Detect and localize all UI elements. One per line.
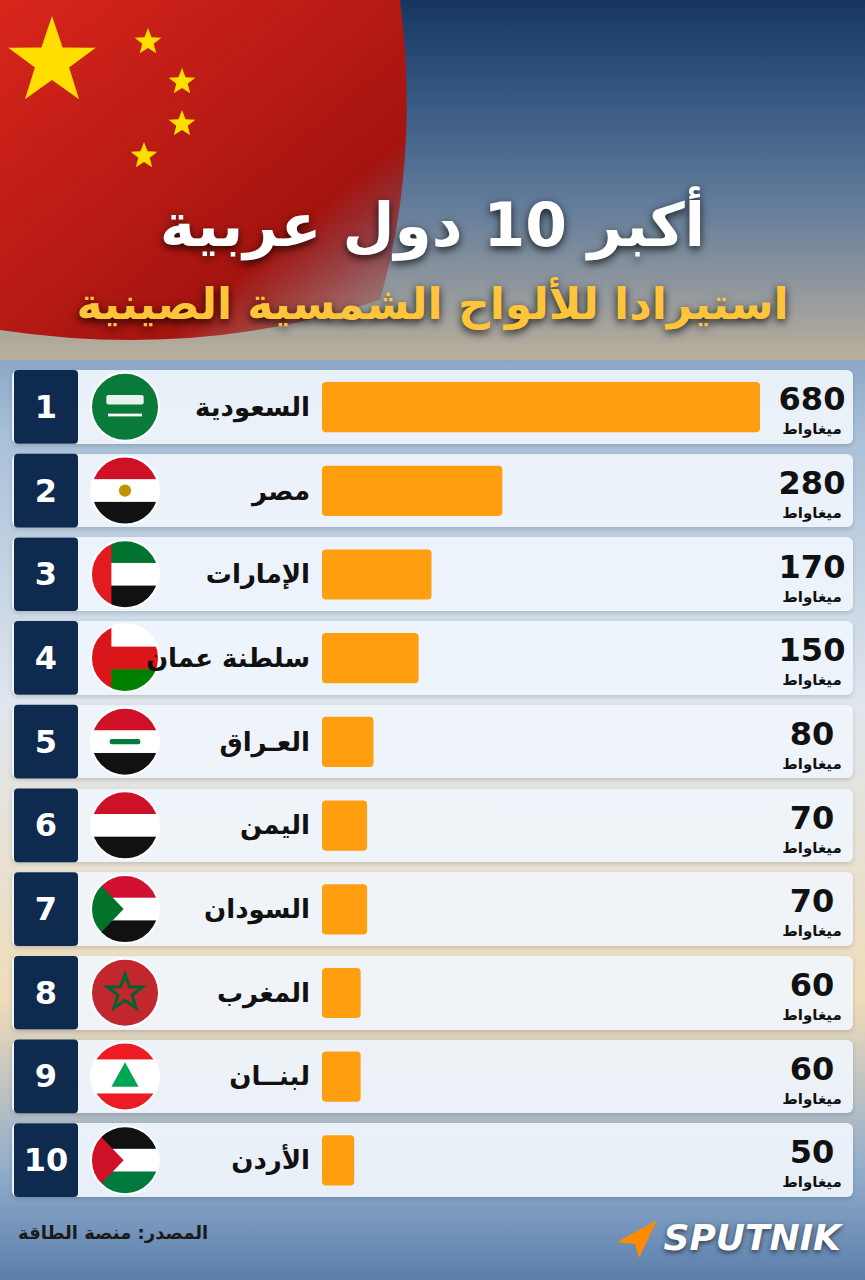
html-text:استيرادا للألواح الشمسية الصين: استيرادا للألواح الشمسية الصينية [76, 278, 789, 329]
svg-text:10: 10 [24, 1141, 69, 1179]
svg-text:ميغاواط: ميغاواط [782, 839, 842, 857]
svg-text:8: 8 [35, 974, 57, 1012]
svg-text:ميغاواط: ميغاواط [782, 1006, 842, 1024]
svg-text:سلطنة عمان: سلطنة عمان [146, 643, 310, 673]
svg-text:680: 680 [779, 380, 846, 418]
svg-text:170: 170 [779, 548, 846, 586]
svg-text:ميغاواط: ميغاواط [782, 755, 842, 773]
svg-text:ميغاواط: ميغاواط [782, 922, 842, 940]
svg-text:60: 60 [790, 1050, 835, 1088]
svg-text:1: 1 [35, 388, 57, 426]
svg-text:70: 70 [790, 799, 835, 837]
svg-text:ميغاواط: ميغاواط [782, 588, 842, 606]
html-text:أكبر 10 دول عربية: أكبر 10 دول عربية [159, 190, 706, 260]
svg-text:9: 9 [35, 1057, 57, 1095]
svg-text:السودان: السودان [204, 894, 310, 925]
svg-text:3: 3 [35, 555, 57, 593]
svg-text:ميغاواط: ميغاواط [782, 1173, 842, 1191]
svg-text:المغرب: المغرب [217, 978, 310, 1009]
svg-text:الأردن: الأردن [231, 1144, 310, 1175]
svg-text:ميغاواط: ميغاواط [782, 1090, 842, 1108]
svg-text:مصر: مصر [250, 476, 310, 507]
svg-text:ميغاواط: ميغاواط [782, 671, 842, 689]
svg-text:ميغاواط: ميغاواط [782, 420, 842, 438]
html-text:SPUTNIK: SPUTNIK [663, 1216, 841, 1258]
svg-text:الإمارات: الإمارات [206, 559, 310, 590]
svg-text:150: 150 [779, 631, 846, 669]
svg-text:ميغاواط: ميغاواط [782, 504, 842, 522]
svg-text:السعودية: السعودية [195, 392, 310, 423]
svg-text:80: 80 [790, 715, 835, 753]
svg-text:لبنــان: لبنــان [229, 1061, 310, 1091]
svg-text:50: 50 [790, 1133, 835, 1171]
svg-text:70: 70 [790, 882, 835, 920]
svg-text:2: 2 [35, 472, 57, 510]
svg-text:60: 60 [790, 966, 835, 1004]
svg-text:5: 5 [35, 723, 57, 761]
svg-text:4: 4 [35, 639, 57, 677]
svg-text:6: 6 [35, 806, 57, 844]
html-text:المصدر: منصة الطاقة: المصدر: منصة الطاقة [18, 1222, 209, 1243]
svg-text:280: 280 [779, 464, 846, 502]
svg-text:العـراق: العـراق [219, 727, 310, 758]
svg-text:7: 7 [35, 890, 57, 928]
svg-text:اليمن: اليمن [240, 810, 310, 841]
